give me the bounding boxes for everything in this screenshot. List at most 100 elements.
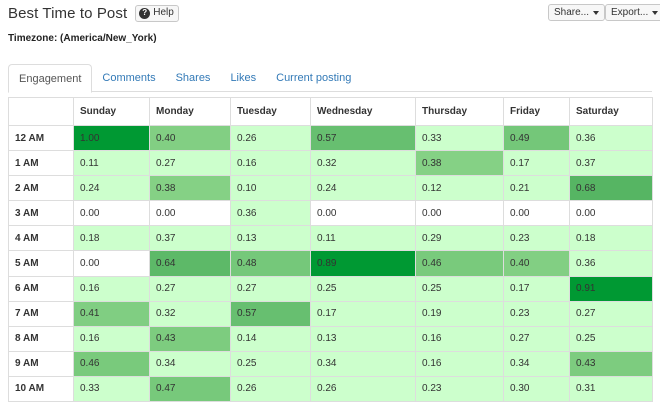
heat-cell: 0.16	[73, 275, 150, 302]
heat-cell: 0.57	[310, 124, 416, 152]
title-row: Best Time to Post ? Help	[8, 4, 179, 22]
heat-cell: 0.18	[73, 225, 150, 252]
heat-cell: 0.40	[149, 124, 231, 152]
heat-cell: 0.37	[149, 225, 231, 252]
export-button[interactable]: Export...	[605, 4, 660, 21]
table-row: 1 AM 0.11 0.27 0.16 0.32 0.38 0.17 0.37	[8, 150, 653, 177]
heat-cell: 0.64	[149, 250, 231, 277]
heat-cell: 0.26	[230, 375, 311, 403]
column-header: Friday	[503, 97, 570, 126]
heat-cell: 0.47	[149, 375, 231, 403]
heat-cell: 0.36	[569, 250, 653, 277]
heat-cell: 0.12	[415, 175, 504, 202]
table-row: 12 AM 1.00 0.40 0.26 0.57 0.33 0.49 0.36	[8, 124, 653, 152]
heat-cell: 0.32	[149, 300, 231, 327]
heat-cell: 0.16	[415, 325, 504, 352]
heat-cell: 0.13	[310, 325, 416, 352]
share-button-label: Share...	[554, 7, 590, 18]
row-header: 2 AM	[8, 175, 74, 202]
caret-down-icon	[652, 10, 659, 15]
heat-cell: 0.00	[569, 200, 653, 227]
help-button[interactable]: ? Help	[135, 4, 179, 22]
row-header: 7 AM	[8, 300, 74, 327]
heat-cell: 0.27	[149, 150, 231, 177]
heat-cell: 0.25	[569, 325, 653, 352]
heat-cell: 0.46	[73, 350, 150, 377]
heat-cell: 0.16	[230, 150, 311, 177]
row-header: 1 AM	[8, 150, 74, 177]
heat-cell: 0.23	[503, 225, 570, 252]
heat-cell: 0.16	[73, 325, 150, 352]
tab-engagement[interactable]: Engagement	[8, 64, 93, 93]
share-button[interactable]: Share...	[548, 4, 606, 21]
heat-cell: 0.25	[310, 275, 416, 302]
heat-cell: 0.26	[230, 124, 311, 152]
heat-cell: 0.00	[503, 200, 570, 227]
column-header: Thursday	[415, 97, 504, 126]
heat-cell: 0.00	[73, 250, 150, 277]
heat-cell: 0.17	[503, 275, 570, 302]
heat-cell: 0.36	[230, 200, 311, 227]
table-row: 8 AM 0.16 0.43 0.14 0.13 0.16 0.27 0.25	[8, 325, 653, 352]
table-row: 3 AM 0.00 0.00 0.36 0.00 0.00 0.00 0.00	[8, 200, 653, 227]
heat-cell: 0.16	[415, 350, 504, 377]
table-row: 2 AM 0.24 0.38 0.10 0.24 0.12 0.21 0.68	[8, 175, 653, 202]
heat-cell: 0.33	[73, 375, 150, 403]
heat-cell: 0.41	[73, 300, 150, 327]
table-row: 10 AM 0.33 0.47 0.26 0.26 0.23 0.30 0.31	[8, 375, 653, 403]
question-circle-icon: ?	[139, 7, 151, 19]
table-row: 6 AM 0.16 0.27 0.27 0.25 0.25 0.17 0.91	[8, 275, 653, 302]
table-row: 4 AM 0.18 0.37 0.13 0.11 0.29 0.23 0.18	[8, 225, 653, 252]
heat-cell: 0.13	[230, 225, 311, 252]
heat-cell: 0.27	[503, 325, 570, 352]
heat-cell: 0.25	[230, 350, 311, 377]
table-row: 7 AM 0.41 0.32 0.57 0.17 0.19 0.23 0.27	[8, 300, 653, 327]
heat-cell: 0.23	[503, 300, 570, 327]
tab-likes[interactable]: Likes	[230, 72, 257, 84]
heat-cell: 0.36	[569, 124, 653, 152]
tab-shares[interactable]: Shares	[175, 72, 211, 84]
tab-current-posting[interactable]: Current posting	[276, 72, 352, 84]
heat-cell: 0.17	[503, 150, 570, 177]
heat-cell: 1.00	[73, 124, 150, 152]
export-button-label: Export...	[611, 7, 649, 18]
heat-cell: 0.10	[230, 175, 311, 202]
heat-cell: 0.00	[73, 200, 150, 227]
heat-cell: 0.00	[310, 200, 416, 227]
row-header: 3 AM	[8, 200, 74, 227]
column-header: Sunday	[73, 97, 150, 126]
heat-cell: 0.27	[569, 300, 653, 327]
row-header: 8 AM	[8, 325, 74, 352]
heat-cell: 0.17	[310, 300, 416, 327]
heat-cell: 0.14	[230, 325, 311, 352]
heat-cell: 0.18	[569, 225, 653, 252]
heat-cell: 0.30	[503, 375, 570, 403]
row-header: 4 AM	[8, 225, 74, 252]
heat-cell: 0.46	[415, 250, 504, 277]
heat-cell: 0.34	[149, 350, 231, 377]
table-header-row: Sunday Monday Tuesday Wednesday Thursday…	[8, 97, 653, 126]
column-header: Wednesday	[310, 97, 416, 126]
heat-cell: 0.19	[415, 300, 504, 327]
heat-cell: 0.33	[415, 124, 504, 152]
best-time-table: Sunday Monday Tuesday Wednesday Thursday…	[8, 97, 653, 403]
timezone-label: Timezone: (America/New_York)	[8, 33, 157, 44]
heat-cell: 0.43	[149, 325, 231, 352]
heat-cell: 0.49	[503, 124, 570, 152]
row-header: 5 AM	[8, 250, 74, 277]
heat-cell: 0.24	[73, 175, 150, 202]
heat-cell: 0.25	[415, 275, 504, 302]
heat-cell: 0.38	[149, 175, 231, 202]
caret-down-icon	[593, 10, 600, 15]
heat-cell: 0.34	[310, 350, 416, 377]
heat-cell: 0.00	[415, 200, 504, 227]
row-header: 9 AM	[8, 350, 74, 377]
heat-cell: 0.38	[415, 150, 504, 177]
row-header: 12 AM	[8, 124, 74, 152]
heat-cell: 0.89	[310, 250, 416, 277]
column-header: Tuesday	[230, 97, 311, 126]
heat-cell: 0.48	[230, 250, 311, 277]
heat-cell: 0.23	[415, 375, 504, 403]
tab-comments[interactable]: Comments	[102, 72, 156, 84]
heat-cell: 0.32	[310, 150, 416, 177]
